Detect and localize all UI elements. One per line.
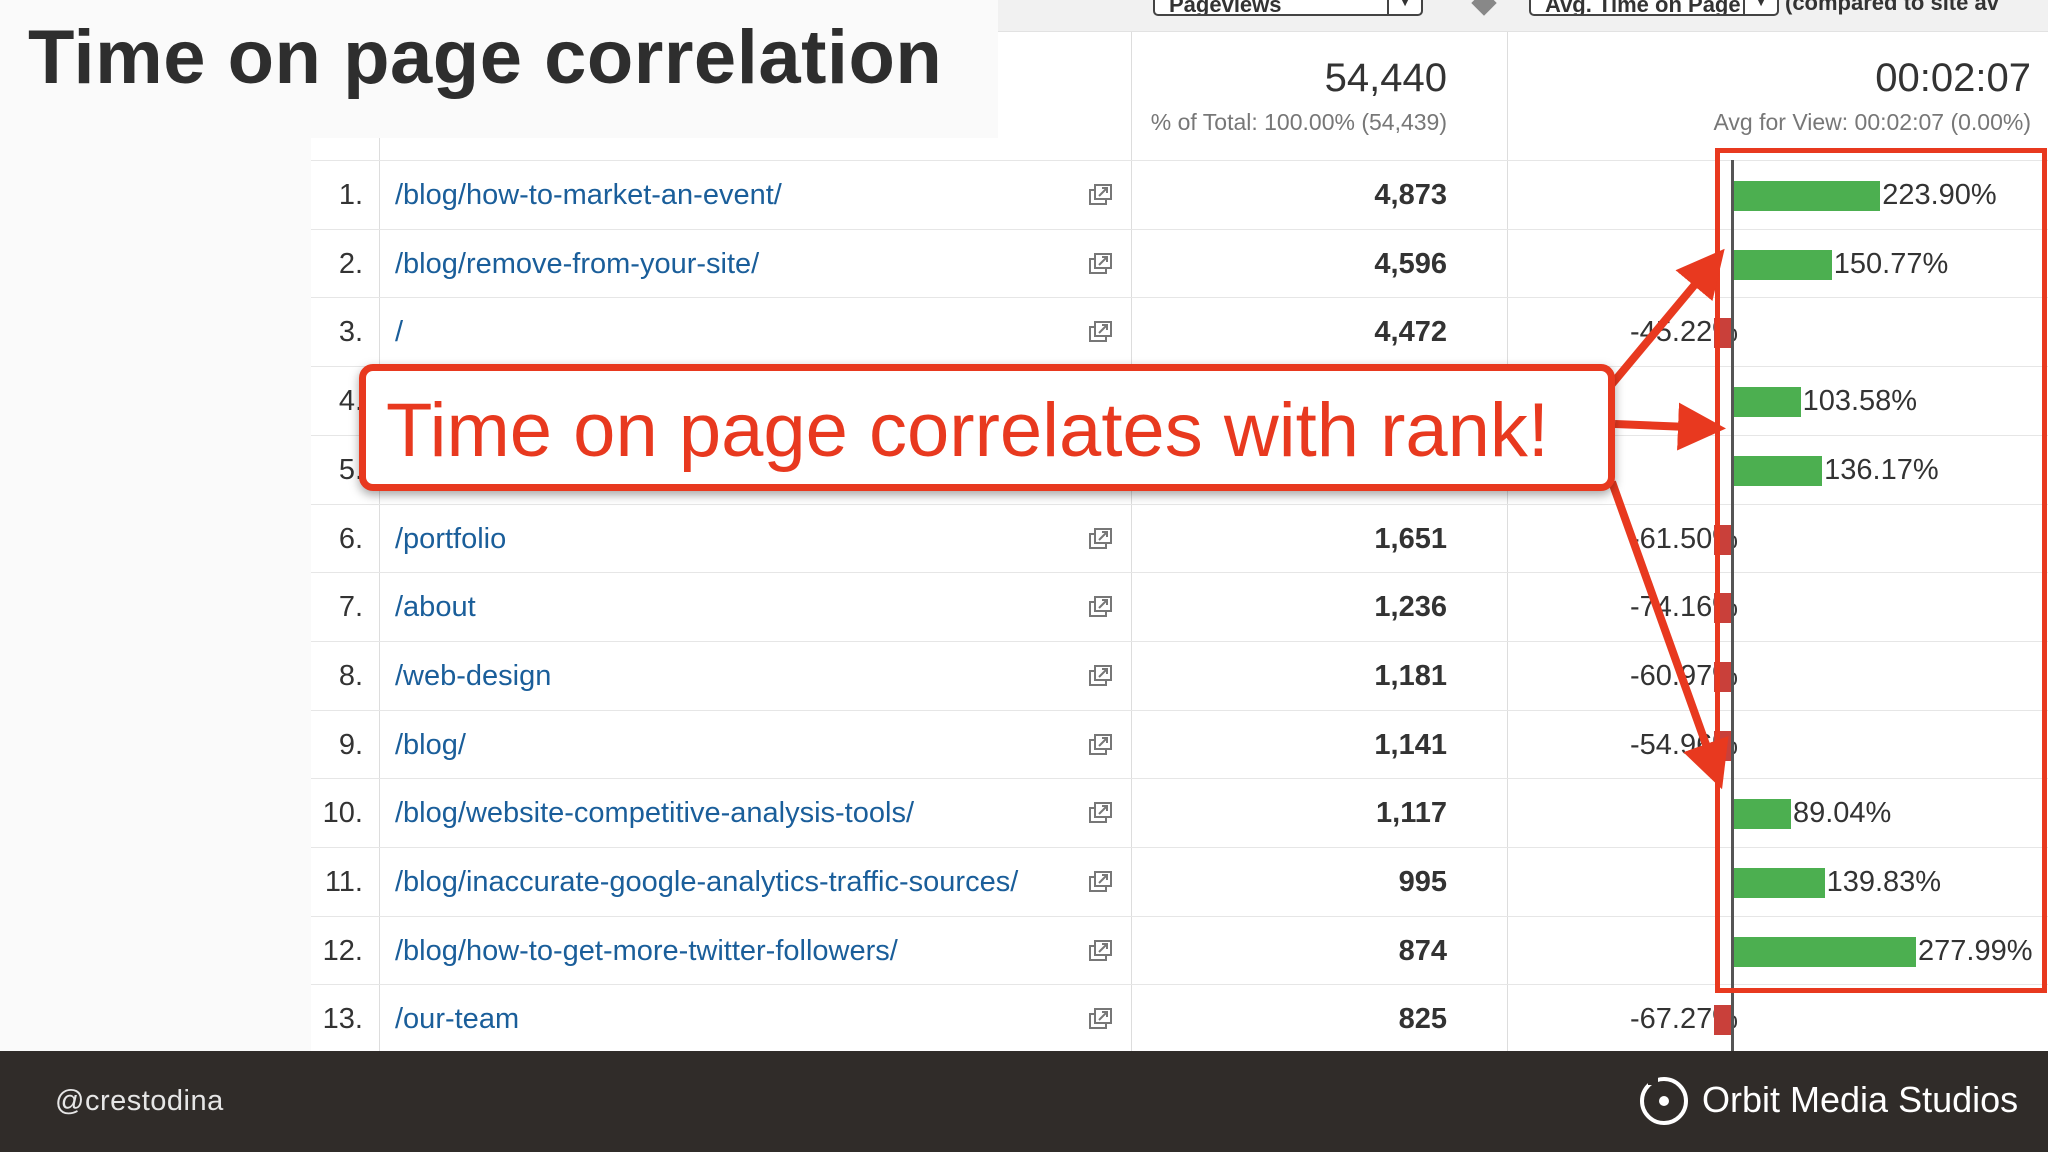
time-percent-label: 103.58% [1802, 385, 1918, 418]
positive-bar [1732, 936, 1917, 967]
table-row: 12. /blog/how-to-get-more-twitter-followe… [311, 915, 2048, 984]
negative-bar [1714, 1005, 1732, 1036]
metric2-select[interactable]: Avg. Time on Page ▼ [1529, 0, 1779, 16]
pageviews-value: 995 [1398, 866, 1447, 898]
time-percent-label: 150.77% [1833, 247, 1949, 280]
time-percent-label: 139.83% [1826, 866, 1942, 898]
time-percent-label: 223.90% [1882, 179, 1997, 211]
row-number: 7. [338, 591, 363, 624]
page-link[interactable]: /blog/website-competitive-analysis-tools… [395, 797, 914, 830]
page-link[interactable]: /blog/inaccurate-google-analytics-traffi… [395, 866, 1019, 898]
positive-bar [1732, 181, 1881, 211]
row-number: 9. [338, 728, 363, 761]
positive-bar [1732, 868, 1825, 898]
row-number: 13. [322, 1003, 363, 1036]
open-page-icon[interactable] [1089, 871, 1113, 893]
open-page-icon[interactable] [1089, 664, 1113, 687]
pageviews-value: 825 [1398, 1003, 1447, 1036]
page-link[interactable]: /blog/remove-from-your-site/ [395, 247, 760, 280]
page-link[interactable]: /blog/ [395, 728, 466, 761]
title-backdrop: Time on page correlation [0, 0, 998, 138]
chevron-down-icon: ▼ [1743, 0, 1777, 14]
table-row: 10. /blog/website-competitive-analysis-to… [311, 778, 2048, 846]
pageviews-value: 1,651 [1374, 522, 1447, 555]
time-percent-label: 277.99% [1918, 934, 2033, 967]
pageviews-value: 1,236 [1374, 591, 1447, 624]
row-number: 6. [338, 522, 363, 555]
summary-row: 54,440 % of Total: 100.00% (54,439) 00:0… [311, 32, 2048, 160]
column-divider [1507, 32, 1508, 1051]
page-link[interactable]: /web-design [395, 659, 552, 692]
open-page-icon[interactable] [1089, 802, 1113, 824]
open-page-icon[interactable] [1089, 939, 1113, 962]
row-number: 12. [322, 934, 363, 967]
positive-bar [1732, 387, 1801, 418]
callout-text: Time on page correlates with rank! [386, 388, 1550, 473]
pageviews-value: 1,141 [1374, 728, 1447, 761]
positive-bar [1732, 799, 1791, 830]
page-link[interactable]: /blog/how-to-market-an-event/ [395, 179, 782, 211]
avg-time-summary: 00:02:07 Avg for View: 00:02:07 (0.00%) [1511, 32, 2031, 160]
brand-logo: Orbit Media Studios [1638, 1071, 2018, 1131]
table-row: 7./about 1,236 -74.16% [311, 572, 2048, 640]
metric1-select-label: Pageviews [1169, 0, 1282, 16]
pageviews-value: 4,873 [1374, 179, 1447, 211]
chevron-down-icon: ▼ [1387, 0, 1421, 14]
orbit-logo-icon [1640, 1077, 1688, 1125]
callout-box: Time on page correlates with rank! [359, 364, 1615, 491]
open-page-icon[interactable] [1089, 596, 1113, 618]
pageviews-value: 4,596 [1374, 247, 1447, 280]
row-number: 8. [338, 659, 363, 692]
row-number: 1. [338, 179, 363, 211]
table-row: 2. /blog/remove-from-your-site/4,596 150.7… [311, 228, 2048, 297]
column-divider [379, 32, 380, 1051]
page-link[interactable]: /our-team [395, 1003, 520, 1036]
pageviews-value: 874 [1398, 934, 1447, 967]
brand-name: Orbit Media Studios [1702, 1079, 2019, 1120]
metric2-select-label: Avg. Time on Page [1545, 0, 1741, 16]
table-row: 13./our-team 825 -67.27% [311, 984, 2048, 1052]
pageviews-total-note: % of Total: 100.00% (54,439) [1150, 109, 1447, 135]
pageviews-value: 1,181 [1374, 659, 1447, 692]
row-number: 4. [338, 385, 363, 418]
page-link[interactable]: /blog/how-to-get-more-twitter-followers/ [395, 934, 898, 967]
pageviews-summary: 54,440 % of Total: 100.00% (54,439) [1131, 32, 1447, 160]
open-page-icon[interactable] [1089, 1008, 1113, 1030]
slide-footer: @crestodina Orbit Media Studios [0, 1051, 2048, 1152]
comparison-note: (compared to site av [1785, 0, 1999, 15]
row-number: 10. [322, 797, 363, 830]
twitter-handle: @crestodina [55, 1085, 224, 1117]
highlight-rectangle [1715, 148, 2047, 993]
avg-time-note: Avg for View: 00:02:07 (0.00%) [1713, 109, 2031, 135]
page-link[interactable]: / [395, 316, 404, 349]
bar-axis-line [1731, 160, 1734, 1051]
metric1-select[interactable]: Pageviews ▼ [1153, 0, 1423, 16]
open-page-icon[interactable] [1089, 321, 1113, 343]
positive-bar [1732, 455, 1823, 486]
row-number: 5. [338, 453, 363, 486]
page-link[interactable]: /portfolio [395, 522, 507, 555]
column-divider [1131, 32, 1132, 1051]
page-link[interactable]: /about [395, 591, 476, 624]
slide-left-margin [0, 0, 311, 1051]
diamond-icon [1471, 0, 1497, 16]
open-page-icon[interactable] [1089, 252, 1113, 275]
pageviews-total: 54,440 [1324, 56, 1447, 100]
time-percent-label: 89.04% [1792, 797, 1892, 830]
time-percent-label: 136.17% [1824, 453, 1939, 486]
pageviews-value: 4,472 [1374, 316, 1447, 349]
table-row: 1. /blog/how-to-market-an-event/4,873 223.… [311, 160, 2048, 228]
open-page-icon[interactable] [1089, 184, 1113, 206]
open-page-icon[interactable] [1089, 733, 1113, 756]
row-number: 11. [324, 866, 363, 898]
pageviews-value: 1,117 [1376, 797, 1447, 830]
positive-bar [1732, 249, 1832, 280]
slide-title: Time on page correlation [28, 15, 943, 100]
open-page-icon[interactable] [1089, 527, 1113, 550]
table-row: 11. /blog/inaccurate-google-analytics-tra… [311, 847, 2048, 915]
avg-time-value: 00:02:07 [1875, 56, 2031, 100]
row-number: 2. [338, 247, 363, 280]
row-number: 3. [338, 316, 363, 349]
